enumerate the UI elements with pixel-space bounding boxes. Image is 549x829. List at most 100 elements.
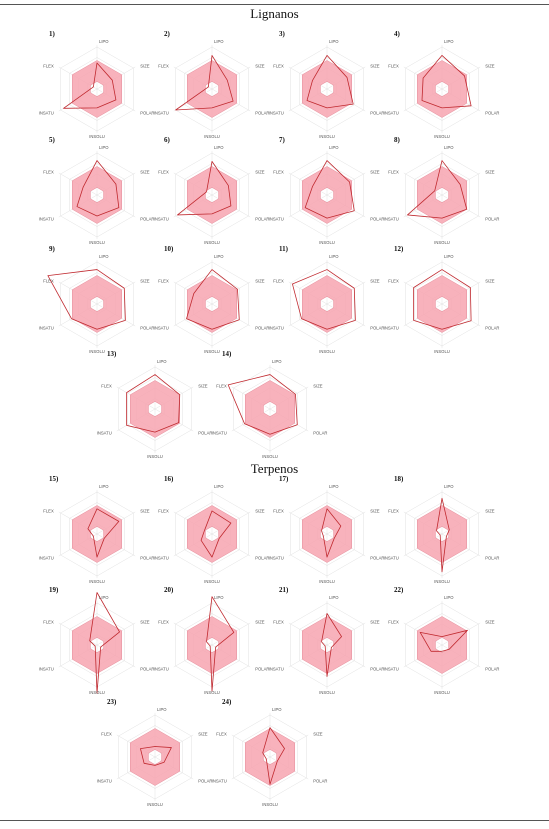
chart-number-label: 17) — [279, 475, 289, 483]
axis-label: LIPO — [214, 595, 224, 600]
molecule-profile — [140, 746, 172, 766]
axis-label: POLAR — [255, 326, 269, 331]
axis-label: SIZE — [140, 170, 150, 175]
axis-label: SIZE — [255, 279, 265, 284]
chart-number-label: 9) — [49, 245, 56, 253]
axis-label: FLEX — [273, 279, 284, 284]
radar-chart: LIPO SIZE POLAR INSOLU INSATU FLEX 5) — [39, 136, 155, 245]
axis-label: INSOLU — [89, 240, 105, 245]
axis-label: FLEX — [388, 279, 399, 284]
radar-chart: LIPO SIZE POLAR INSOLU INSATU FLEX 18) — [384, 475, 500, 584]
axis-label: INSATU — [384, 667, 399, 672]
axis-label: FLEX — [158, 279, 169, 284]
optimal-range-band — [187, 505, 237, 563]
chart-number-label: 20) — [164, 586, 174, 594]
axis-label: POLAR — [485, 111, 499, 116]
molecule-profile — [87, 508, 120, 558]
axis-label: FLEX — [273, 509, 284, 514]
optimal-range-band — [245, 728, 295, 786]
optimal-range-band — [72, 616, 122, 674]
axis-label: SIZE — [140, 64, 150, 69]
axis-label: INSOLU — [434, 240, 450, 245]
axis-label: LIPO — [99, 595, 109, 600]
chart-number-label: 15) — [49, 475, 59, 483]
chart-number-label: 7) — [279, 136, 286, 144]
axis-label: POLAR — [140, 111, 154, 116]
axis-label: INSATU — [154, 556, 169, 561]
radar-chart: LIPO SIZE POLAR INSOLU INSATU FLEX 14) — [212, 350, 328, 459]
axis-label: INSOLU — [204, 690, 220, 695]
axis-label: SIZE — [485, 279, 495, 284]
axis-label: INSOLU — [147, 802, 163, 807]
axis-label: INSOLU — [319, 690, 335, 695]
axis-label: SIZE — [370, 620, 380, 625]
chart-number-label: 1) — [49, 30, 56, 38]
optimal-range-band — [130, 728, 180, 786]
radar-chart: LIPO SIZE POLAR INSOLU INSATU FLEX 10) — [154, 245, 270, 354]
axis-label: INSATU — [212, 431, 227, 436]
axis-label: POLAR — [255, 667, 269, 672]
axis-label: POLAR — [313, 431, 327, 436]
axis-label: POLAR — [140, 217, 154, 222]
axis-label: LIPO — [99, 39, 109, 44]
axis-label: POLAR — [140, 326, 154, 331]
axis-label: SIZE — [313, 384, 323, 389]
axis-label: SIZE — [255, 170, 265, 175]
axis-label: SIZE — [313, 732, 323, 737]
molecule-profile — [262, 727, 285, 785]
axis-label: LIPO — [214, 145, 224, 150]
chart-number-label: 11) — [279, 245, 289, 253]
chart-number-label: 23) — [107, 698, 117, 706]
axis-label: FLEX — [158, 509, 169, 514]
axis-label: INSOLU — [89, 134, 105, 139]
optimal-range-band — [72, 60, 122, 118]
axis-label: SIZE — [198, 732, 208, 737]
molecule-profile — [89, 592, 120, 694]
axis-label: FLEX — [388, 509, 399, 514]
chart-number-label: 3) — [279, 30, 286, 38]
radar-chart: LIPO SIZE POLAR INSOLU INSATU FLEX 24) — [212, 698, 328, 807]
radar-chart: LIPO SIZE POLAR INSOLU INSATU FLEX 12) — [384, 245, 500, 354]
optimal-range-band — [417, 166, 467, 224]
axis-label: SIZE — [370, 509, 380, 514]
axis-label: FLEX — [43, 170, 54, 175]
axis-label: FLEX — [216, 732, 227, 737]
axis-label: LIPO — [157, 707, 167, 712]
axis-label: LIPO — [329, 254, 339, 259]
axis-label: POLAR — [370, 111, 384, 116]
radar-chart: LIPO SIZE POLAR INSOLU INSATU FLEX 22) — [384, 586, 500, 695]
chart-number-label: 4) — [394, 30, 401, 38]
radar-chart: LIPO SIZE POLAR INSOLU INSATU FLEX 6) — [154, 136, 270, 245]
molecule-profile — [186, 269, 240, 330]
axis-label: FLEX — [43, 64, 54, 69]
optimal-range-band — [302, 166, 352, 224]
axis-label: FLEX — [43, 279, 54, 284]
axis-label: FLEX — [43, 620, 54, 625]
chart-number-label: 22) — [394, 586, 404, 594]
axis-label: FLEX — [158, 620, 169, 625]
molecule-profile — [321, 613, 342, 677]
axis-label: FLEX — [158, 64, 169, 69]
axis-label: INSOLU — [204, 240, 220, 245]
radar-chart: LIPO SIZE POLAR INSOLU INSATU FLEX 19) — [39, 586, 155, 695]
axis-label: INSOLU — [319, 579, 335, 584]
axis-label: LIPO — [444, 145, 454, 150]
molecule-profile — [413, 269, 472, 330]
axis-label: INSATU — [154, 326, 169, 331]
axis-label: INSOLU — [89, 349, 105, 354]
axis-label: FLEX — [101, 384, 112, 389]
optimal-range-band — [72, 166, 122, 224]
section-title-lignanos: Lignanos — [250, 6, 299, 21]
axis-label: SIZE — [140, 279, 150, 284]
molecule-profile — [63, 62, 117, 109]
axis-label: INSATU — [269, 326, 284, 331]
molecule-profile — [177, 160, 232, 216]
optimal-range-band — [302, 505, 352, 563]
axis-label: INSOLU — [89, 690, 105, 695]
chart-number-label: 8) — [394, 136, 401, 144]
axis-label: INSOLU — [319, 134, 335, 139]
radar-chart: LIPO SIZE POLAR INSOLU INSATU FLEX 3) — [269, 30, 385, 139]
bottom-rule — [0, 820, 549, 821]
axis-label: SIZE — [485, 509, 495, 514]
